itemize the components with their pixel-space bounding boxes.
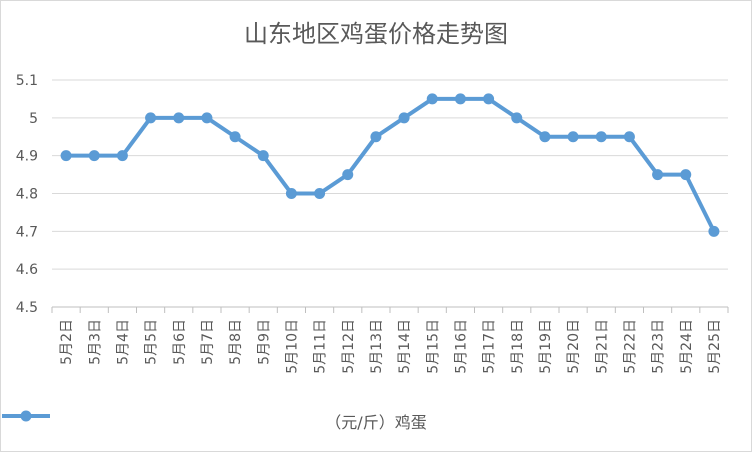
- data-point: [680, 169, 692, 181]
- x-tick-label: 5月21日: [594, 319, 610, 374]
- data-point: [314, 188, 326, 199]
- y-tick-label: 5: [29, 111, 38, 127]
- data-point: [173, 112, 185, 124]
- chart-legend: （元/斤）鸡蛋: [0, 409, 752, 433]
- y-tick-label: 4.5: [16, 300, 38, 316]
- x-tick-label: 5月14日: [397, 319, 413, 374]
- y-tick-label: 4.9: [16, 149, 38, 165]
- legend-label: （元/斤）鸡蛋: [325, 413, 427, 432]
- data-point: [539, 131, 551, 143]
- x-tick-label: 5月15日: [425, 319, 441, 374]
- data-point: [623, 131, 635, 143]
- y-tick-label: 4.6: [16, 262, 38, 278]
- x-tick-label: 5月23日: [651, 319, 667, 374]
- data-point: [257, 150, 269, 162]
- x-tick-label: 5月7日: [200, 319, 216, 365]
- x-tick-label: 5月12日: [341, 319, 357, 374]
- x-tick-label: 5月4日: [115, 319, 131, 365]
- data-point: [483, 93, 495, 105]
- data-point: [145, 112, 157, 124]
- x-tick-label: 5月11日: [313, 319, 329, 374]
- data-point: [229, 131, 241, 143]
- x-tick-label: 5月16日: [453, 319, 469, 374]
- x-tick-label: 5月25日: [707, 319, 723, 374]
- data-point: [370, 131, 382, 143]
- legend-line-marker: [2, 410, 50, 422]
- series-line: [66, 96, 716, 233]
- data-point: [454, 93, 466, 105]
- data-point: [60, 150, 72, 162]
- x-tick-label: 5月13日: [369, 319, 385, 374]
- data-point: [567, 131, 579, 143]
- y-tick-label: 4.8: [16, 187, 38, 203]
- data-point: [708, 225, 720, 237]
- x-tick-label: 5月5日: [144, 319, 160, 365]
- x-tick-label: 5月19日: [538, 319, 554, 374]
- data-point: [201, 112, 213, 124]
- x-tick-label: 5月8日: [228, 319, 244, 365]
- data-point: [116, 150, 128, 162]
- data-point: [398, 112, 410, 124]
- data-point: [511, 112, 523, 124]
- data-point: [652, 169, 664, 181]
- x-tick-label: 5月24日: [679, 319, 695, 374]
- y-tick-label: 5.1: [16, 73, 38, 89]
- x-tick-label: 5月17日: [482, 319, 498, 374]
- data-point: [88, 150, 100, 162]
- data-point: [285, 188, 297, 199]
- data-point: [342, 169, 354, 181]
- x-tick-label: 5月18日: [510, 319, 526, 374]
- x-tick-label: 5月3日: [87, 319, 103, 365]
- chart-title: 山东地区鸡蛋价格走势图: [244, 20, 508, 48]
- x-tick-label: 5月10日: [284, 319, 300, 374]
- data-point: [595, 131, 607, 143]
- x-tick-label: 5月20日: [566, 319, 582, 374]
- y-tick-label: 4.7: [16, 224, 38, 240]
- x-tick-label: 5月2日: [59, 319, 75, 365]
- x-tick-label: 5月6日: [172, 319, 188, 365]
- data-point: [426, 93, 438, 105]
- x-tick-label: 5月22日: [622, 319, 638, 374]
- x-tick-label: 5月9日: [256, 319, 272, 365]
